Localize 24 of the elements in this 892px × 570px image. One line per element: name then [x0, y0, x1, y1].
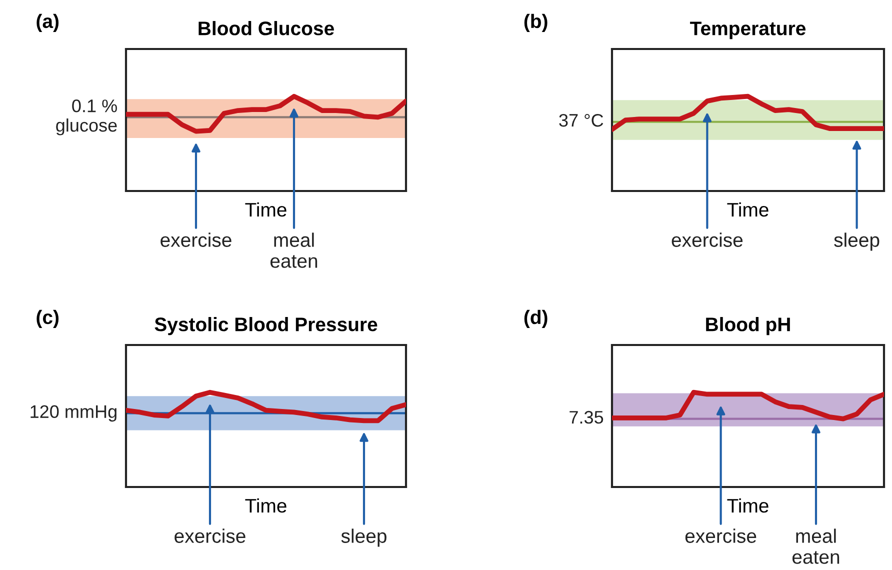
- text: (d): [524, 310, 548, 328]
- x-tick-label: sleep: [834, 232, 880, 251]
- x-tick-label: exercise: [174, 528, 246, 543]
- x-tick-label: sleep: [341, 528, 386, 547]
- x-axis-title: Time: [727, 202, 768, 217]
- chart-title: Blood pH: [706, 317, 790, 336]
- text: 0.1 % glucose: [56, 99, 117, 136]
- chart-title: Temperature: [690, 22, 806, 40]
- chart-title: Systolic Blood Pressure: [154, 317, 378, 336]
- x-axis-title: Time: [245, 202, 286, 217]
- x-tick-label: exercise: [685, 528, 756, 543]
- x-tick-label: exercise: [160, 232, 232, 247]
- x-tick-label: exercise: [672, 232, 743, 247]
- x-axis-title: Time: [727, 498, 768, 513]
- text: (b): [524, 14, 548, 32]
- text: (c): [36, 310, 59, 328]
- x-axis-title: Time: [245, 498, 286, 513]
- chart-title: Blood Glucose: [198, 21, 334, 36]
- x-tick-label: meal eaten: [792, 528, 840, 564]
- text: 37 °C: [559, 114, 604, 127]
- text: (a): [36, 14, 59, 32]
- text: 120 mmHg: [30, 405, 116, 422]
- x-tick-label: meal eaten: [270, 232, 318, 268]
- text: 7.35: [570, 410, 604, 424]
